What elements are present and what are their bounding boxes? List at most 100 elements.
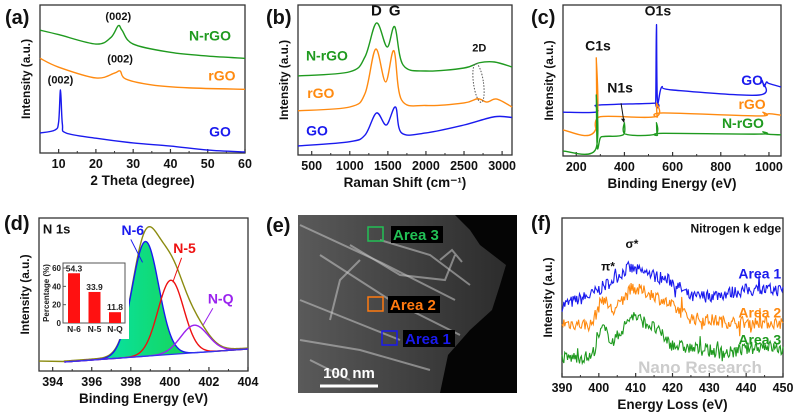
series-label-area-2: Area 2 xyxy=(738,304,781,320)
nanosheet-edge xyxy=(299,339,431,371)
annotation-002: (002) xyxy=(48,74,74,86)
series-label-n-q: N-Q xyxy=(208,291,234,307)
y-axis-label: Intensity (a.u.) xyxy=(541,258,555,338)
plot-frame xyxy=(38,217,249,372)
annotation-g: G xyxy=(389,3,401,20)
panel-label: (c) xyxy=(531,7,555,29)
annotation-2d: 2D xyxy=(472,43,486,55)
spectrum-title: Nitrogen k edge xyxy=(690,221,781,235)
y-axis-label: Intensity (a.u.) xyxy=(542,41,556,121)
x-tick-label: 394 xyxy=(42,375,63,389)
x-tick-label: 50 xyxy=(201,157,215,171)
series-rgo xyxy=(297,48,513,112)
inset-y-tick-label: 0 xyxy=(57,319,62,328)
series-area-1 xyxy=(561,260,784,312)
x-tick-label: 20 xyxy=(89,157,103,171)
inset-background xyxy=(41,255,129,339)
2d-band-marker xyxy=(472,63,485,103)
vacuum-region xyxy=(440,215,517,393)
nanosheet-edge xyxy=(309,359,351,381)
baseline xyxy=(64,348,249,363)
y-axis-label: Intensity (a.u.) xyxy=(277,40,291,120)
x-tick-label: 1000 xyxy=(755,160,783,174)
x-tick-label: 40 xyxy=(164,157,178,171)
series-label-area-3: Area 3 xyxy=(738,331,781,347)
inset-x-tick-label: N-6 xyxy=(67,324,81,334)
panel-e: (e) Area 3 Area 2 Area 1 100 nm xyxy=(266,215,517,393)
series-label-n-rgo: N-rGO xyxy=(722,115,764,131)
nanosheet-edge xyxy=(329,259,361,321)
bar-n-6 xyxy=(68,273,80,323)
series-n-rgo xyxy=(39,24,246,59)
x-tick-label: 2500 xyxy=(450,159,478,173)
x-tick-label: 200 xyxy=(566,160,587,174)
area-marker-area-2 xyxy=(367,296,384,312)
label-arrow xyxy=(202,308,214,326)
x-tick-label: 402 xyxy=(199,375,220,389)
x-tick-label: 404 xyxy=(238,375,259,389)
series-label-area-1: Area 1 xyxy=(738,265,781,281)
plot-frame xyxy=(39,4,246,154)
arrow-head-icon xyxy=(620,118,625,123)
annotation-d: D xyxy=(371,3,382,20)
inset-y-tick-label: 60 xyxy=(52,264,61,273)
x-tick-label: 440 xyxy=(736,381,757,395)
panel-a: (a) 10 20 30 40 50 60 2 Theta (degree) Intensity… xyxy=(5,4,252,188)
x-tick-label: 60 xyxy=(238,157,252,171)
series-go xyxy=(39,89,246,153)
x-tick-label: 390 xyxy=(552,381,573,395)
inset-y-tick-label: 40 xyxy=(52,282,61,291)
series-n-rgo xyxy=(297,22,513,77)
panel-label: (f) xyxy=(531,213,551,235)
x-tick-label: 500 xyxy=(301,159,322,173)
series-rgo xyxy=(562,57,782,137)
y-axis-label: Intensity (a.u.) xyxy=(19,39,33,119)
bar-value-label: 54.3 xyxy=(66,263,83,273)
nanosheet-edge xyxy=(439,248,463,263)
area-label-area-1: Area 1 xyxy=(405,331,451,348)
x-tick-label: 30 xyxy=(126,157,140,171)
x-tick-label: 3000 xyxy=(488,159,516,173)
bar-value-label: 11.8 xyxy=(107,302,123,312)
x-tick-label: 420 xyxy=(662,381,683,395)
panel-label: (b) xyxy=(266,7,292,29)
x-tick-label: 400 xyxy=(614,160,635,174)
annotation-002: (002) xyxy=(105,11,131,23)
inset-y-axis-label: Percentage (%) xyxy=(42,264,51,322)
label-arrow xyxy=(172,257,183,283)
x-axis-label: Binding Energy (eV) xyxy=(607,176,736,191)
inset-y-tick-label: 20 xyxy=(52,301,61,310)
x-axis-label: Energy Loss (eV) xyxy=(617,397,727,412)
series-label-n-rgo: N-rGO xyxy=(306,48,348,64)
bar-n-q xyxy=(109,312,121,323)
scale-bar-label: 100 nm xyxy=(323,365,375,382)
area-marker-area-3 xyxy=(367,226,384,242)
x-tick-label: 400 xyxy=(588,381,609,395)
series-go xyxy=(562,23,782,114)
nanosheet-edge xyxy=(379,239,471,286)
series-label-rgo: rGO xyxy=(208,67,235,83)
x-tick-label: 396 xyxy=(81,375,102,389)
annotation-pi-star: π* xyxy=(601,259,615,273)
spectrum-title: N 1s xyxy=(43,221,70,236)
panel-b: (b) 500 1000 1500 2000 2500 3000 Raman Shift (c… xyxy=(266,3,516,191)
annotation-c1s: C1s xyxy=(585,37,611,53)
panel-f: (f) 390 400 410 420 430 440 450 Energy Loss (eV)… xyxy=(531,213,793,412)
panel-label: (e) xyxy=(266,215,290,237)
bar-n-5 xyxy=(88,291,101,323)
x-tick-label: 450 xyxy=(773,381,794,395)
n6-fill-area xyxy=(64,241,248,362)
series-area-2 xyxy=(561,282,784,337)
x-tick-label: 2000 xyxy=(412,159,440,173)
x-tick-label: 800 xyxy=(710,160,731,174)
watermark-logo: Nano Research xyxy=(638,358,762,377)
inset-x-tick-label: N-5 xyxy=(88,324,102,334)
series-label-n-6: N-6 xyxy=(121,222,144,238)
series-label-rgo: rGO xyxy=(738,96,765,112)
x-axis-label: 2 Theta (degree) xyxy=(90,173,194,188)
panel-label: (d) xyxy=(4,213,30,235)
x-tick-label: 398 xyxy=(120,375,141,389)
series-area-3 xyxy=(561,312,784,366)
